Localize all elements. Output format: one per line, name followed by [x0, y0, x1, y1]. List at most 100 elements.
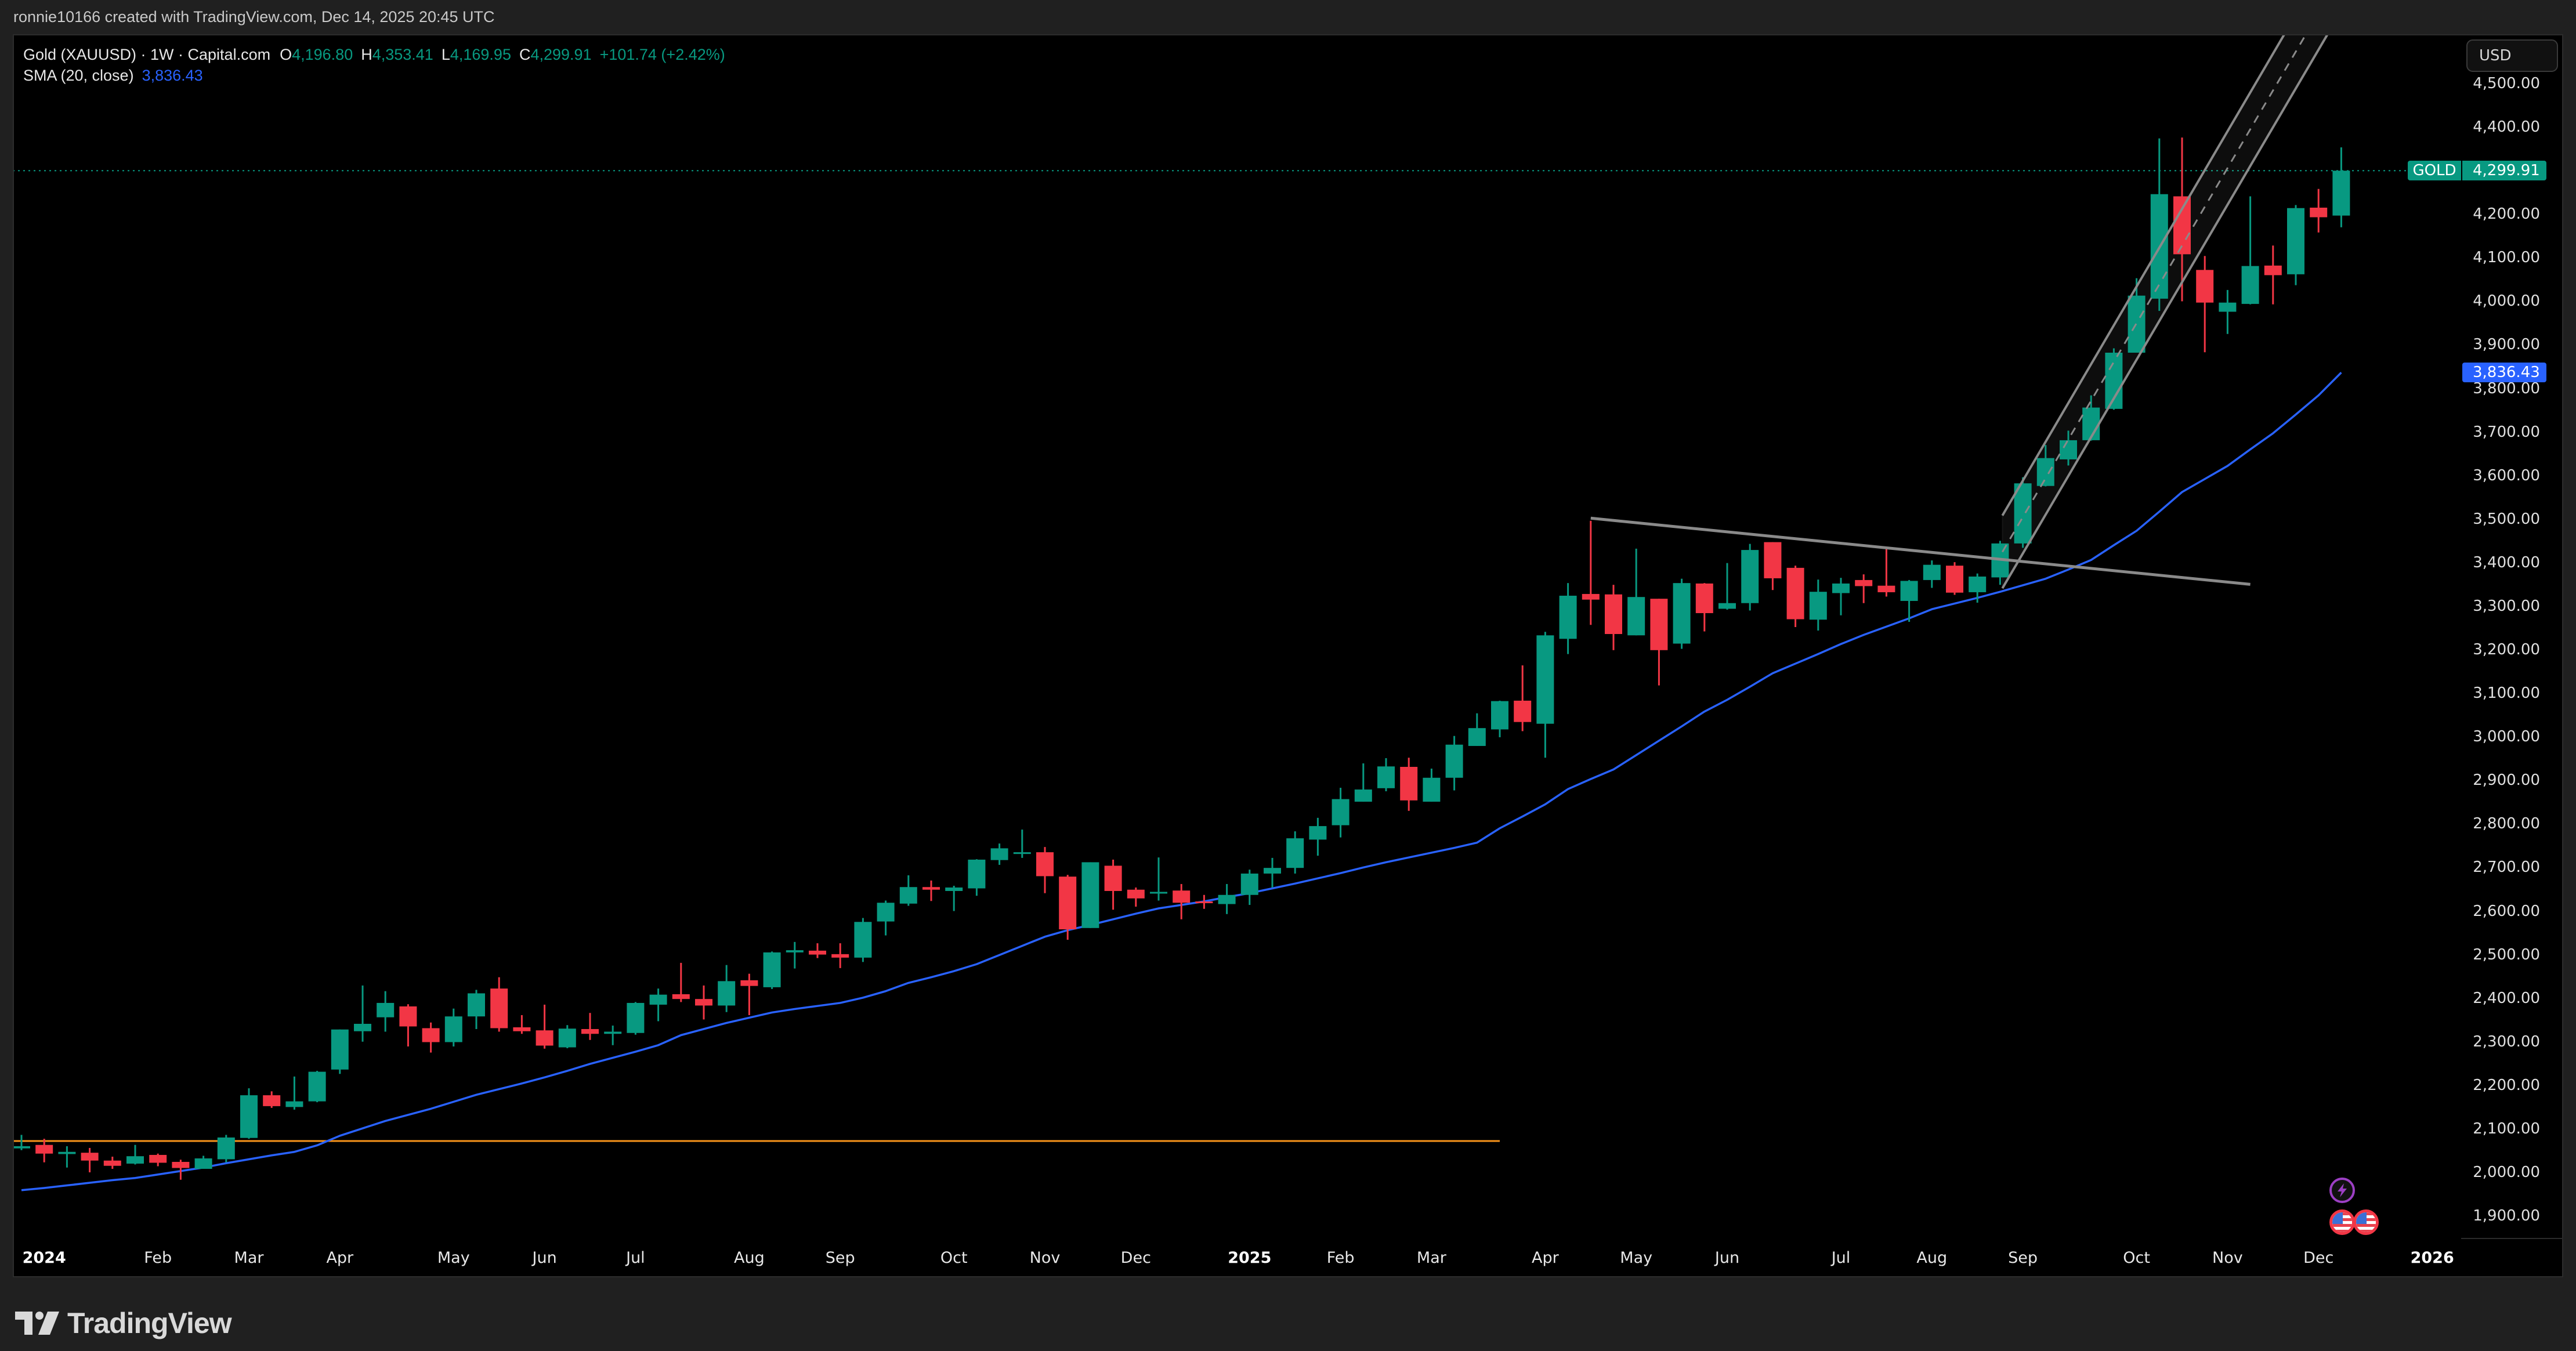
candle[interactable] [2060, 430, 2077, 466]
candle[interactable] [58, 1146, 76, 1168]
candle[interactable] [1309, 817, 1327, 856]
sma-20-line[interactable] [21, 371, 2342, 1191]
candle[interactable] [2287, 205, 2304, 285]
candle[interactable] [922, 880, 940, 901]
candle[interactable] [194, 1156, 212, 1169]
candle[interactable] [1127, 887, 1145, 907]
candle[interactable] [1832, 578, 1850, 615]
candle[interactable] [2036, 445, 2054, 487]
candle[interactable] [422, 1022, 440, 1053]
candle[interactable] [1559, 583, 1577, 654]
candle[interactable] [1468, 713, 1486, 746]
candle[interactable] [945, 885, 963, 911]
candle[interactable] [377, 991, 395, 1032]
candle[interactable] [1718, 563, 1736, 610]
candle[interactable] [1400, 758, 1418, 811]
candle[interactable] [1946, 562, 1963, 595]
candle[interactable] [1150, 857, 1167, 901]
candle[interactable] [1195, 894, 1213, 909]
candle[interactable] [1695, 583, 1713, 632]
candle[interactable] [695, 985, 712, 1020]
candle[interactable] [990, 843, 1008, 865]
candle[interactable] [13, 1135, 30, 1150]
candle[interactable] [2173, 137, 2191, 302]
candle[interactable] [786, 941, 804, 969]
candle[interactable] [308, 1071, 326, 1103]
candle[interactable] [1286, 831, 1304, 874]
us-event-flag-icon[interactable] [2329, 1209, 2355, 1235]
candle[interactable] [354, 985, 371, 1042]
candle[interactable] [1173, 883, 1191, 919]
candle[interactable] [649, 988, 667, 1022]
candle[interactable] [1809, 579, 1827, 631]
candle[interactable] [1013, 830, 1031, 858]
candle[interactable] [2264, 245, 2282, 305]
candle[interactable] [763, 951, 781, 989]
candle[interactable] [1673, 578, 1691, 649]
candle[interactable] [1377, 758, 1395, 792]
candle[interactable] [149, 1153, 167, 1167]
candle[interactable] [331, 1029, 349, 1074]
economic-event-icon[interactable] [2329, 1178, 2355, 1203]
candle[interactable] [1514, 665, 1532, 731]
candlestick-series[interactable] [13, 137, 2350, 1180]
candle[interactable] [2014, 477, 2032, 548]
candle[interactable] [740, 973, 758, 1015]
candle[interactable] [263, 1091, 281, 1108]
candle[interactable] [1582, 520, 1600, 625]
candle[interactable] [1104, 859, 1122, 910]
candle[interactable] [240, 1088, 258, 1139]
candle[interactable] [1332, 788, 1349, 838]
candle[interactable] [536, 1004, 553, 1049]
currency-selector[interactable]: USD [2466, 39, 2558, 72]
candle[interactable] [1240, 870, 1258, 906]
candle[interactable] [1264, 857, 1281, 888]
candle[interactable] [581, 1013, 599, 1040]
candle[interactable] [558, 1025, 576, 1049]
candle[interactable] [831, 943, 849, 968]
candle[interactable] [172, 1160, 190, 1180]
candle[interactable] [468, 990, 485, 1029]
candle[interactable] [2219, 289, 2237, 334]
candle[interactable] [1627, 548, 1645, 636]
candle[interactable] [1491, 700, 1508, 737]
candle[interactable] [627, 1002, 645, 1035]
candle[interactable] [718, 965, 736, 1012]
candle[interactable] [126, 1144, 144, 1165]
candle[interactable] [1423, 769, 1441, 802]
candle[interactable] [877, 900, 895, 936]
candle[interactable] [35, 1139, 53, 1162]
candle[interactable] [1059, 875, 1077, 940]
candle[interactable] [1923, 560, 1941, 588]
tradingview-logo[interactable]: TradingView [15, 1306, 232, 1340]
candle[interactable] [1855, 574, 1873, 603]
candle[interactable] [1741, 544, 1759, 611]
candle[interactable] [1536, 632, 1554, 758]
candle[interactable] [1036, 847, 1054, 893]
candle[interactable] [217, 1135, 235, 1162]
candle[interactable] [1877, 548, 1895, 597]
candle[interactable] [2310, 189, 2328, 233]
candle[interactable] [1764, 542, 1782, 591]
candle[interactable] [513, 1015, 531, 1034]
legend-sma-name[interactable]: SMA (20, close) [23, 67, 134, 84]
candle[interactable] [1969, 573, 1987, 603]
candle[interactable] [1081, 862, 1099, 928]
candle[interactable] [1900, 579, 1918, 622]
candle[interactable] [672, 962, 690, 1002]
candle[interactable] [2332, 147, 2350, 227]
candle[interactable] [2196, 256, 2214, 353]
candle[interactable] [81, 1147, 99, 1172]
candle[interactable] [444, 1008, 462, 1047]
candle[interactable] [399, 1004, 417, 1047]
candle[interactable] [490, 977, 508, 1032]
parallel-channel-upper-line[interactable] [2001, 34, 2285, 516]
candle[interactable] [1445, 736, 1463, 791]
candle[interactable] [103, 1156, 121, 1169]
legend-symbol[interactable]: Gold (XAUUSD) · 1W · Capital.com [23, 46, 271, 63]
candle[interactable] [809, 943, 826, 958]
candle[interactable] [1650, 599, 1668, 686]
parallel-channel-lower-line[interactable] [2001, 34, 2329, 589]
candle[interactable] [968, 859, 986, 896]
